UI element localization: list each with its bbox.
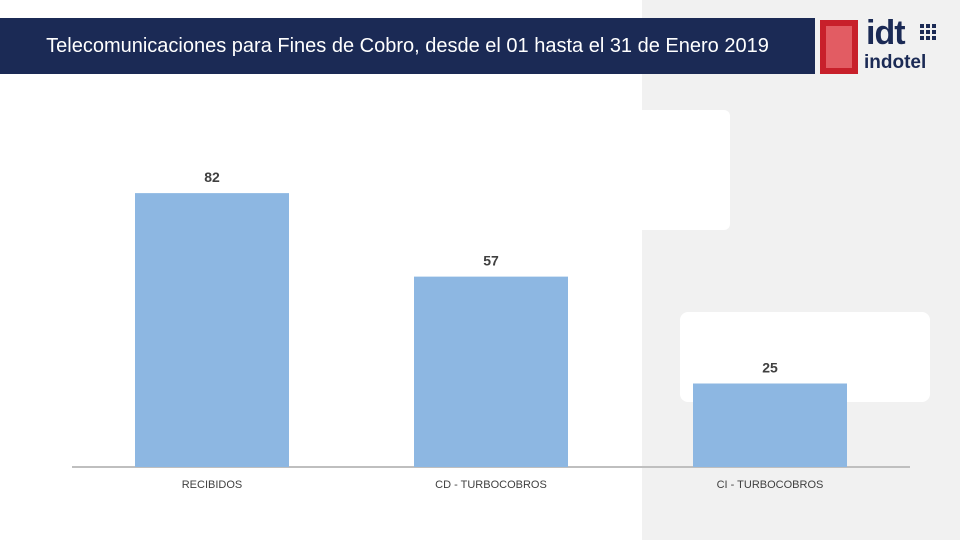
logo-mark: idt [866, 14, 906, 52]
logo-dots-icon [920, 24, 940, 44]
title-bar: Telecomunicaciones para Fines de Cobro, … [0, 18, 815, 74]
bar [414, 276, 568, 467]
bar [135, 193, 289, 467]
background-card [615, 110, 730, 230]
logo-wordmark: indotel [864, 52, 927, 73]
x-tick-label: CI - TURBOCOBROS [717, 479, 824, 491]
x-tick-label: CD - TURBOCOBROS [435, 479, 547, 491]
logo-red-block [820, 20, 858, 74]
page-title: Telecomunicaciones para Fines de Cobro, … [46, 35, 769, 57]
x-tick-label: RECIBIDOS [182, 479, 243, 491]
bar [693, 383, 847, 467]
data-label: 25 [762, 360, 778, 376]
data-label: 57 [483, 253, 499, 269]
data-label: 82 [204, 169, 220, 185]
indotel-logo: idt indotel [820, 14, 950, 76]
